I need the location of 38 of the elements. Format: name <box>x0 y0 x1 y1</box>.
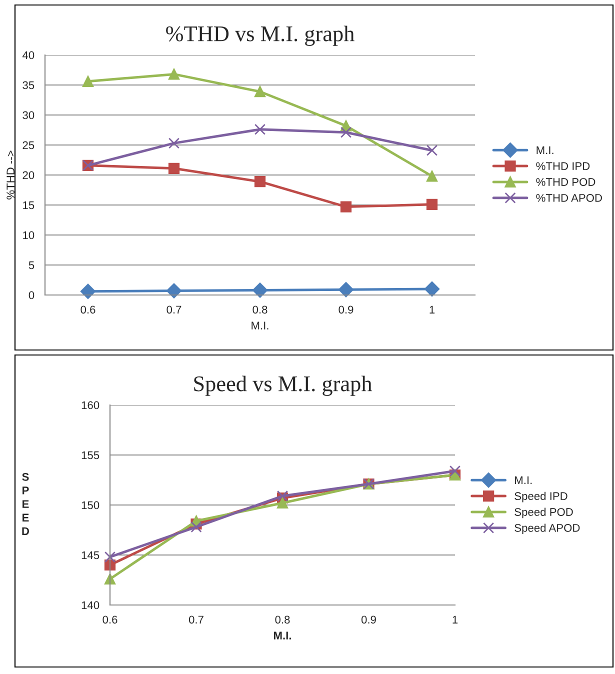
legend-label: M.I. <box>536 146 554 154</box>
y-tick-label: 30 <box>22 111 34 120</box>
x-tick-label: 1 <box>430 306 435 314</box>
y-tick-label: 10 <box>23 231 34 240</box>
x-tick-label: 0.8 <box>252 306 268 314</box>
y-tick-label: 150 <box>82 501 100 510</box>
legend-label: Speed POD <box>514 508 573 518</box>
y-axis-title: %THD --> <box>6 150 14 200</box>
y-tick-label: 20 <box>22 171 34 180</box>
y-tick-label: 160 <box>82 401 100 410</box>
x-tick-label: 0.7 <box>188 616 204 624</box>
y-axis-title: SPEED <box>22 472 30 536</box>
x-tick-label: 0.9 <box>361 616 376 624</box>
chart-title: %THD vs M.I. graph <box>166 26 354 46</box>
y-tick-label: 155 <box>82 451 100 460</box>
y-tick-label: 15 <box>23 201 34 210</box>
x-tick-label: 1 <box>452 616 458 624</box>
legend-label: Speed IPD <box>514 492 568 502</box>
y-tick-label: 0 <box>28 291 34 300</box>
y-tick-label: 40 <box>22 51 34 60</box>
x-tick-label: 0.6 <box>102 616 118 624</box>
legend-label: %THD IPD <box>536 162 590 170</box>
x-axis-title: M.I. <box>274 632 291 640</box>
legend-label: M.I. <box>515 476 532 484</box>
legend-label: Speed APOD <box>514 524 580 534</box>
y-tick-label: 140 <box>82 601 100 610</box>
x-tick-label: 0.8 <box>275 616 290 624</box>
x-tick-label: 0.9 <box>338 306 354 314</box>
chart-title: Speed vs M.I. graph <box>194 376 372 396</box>
x-axis-title: M.I. <box>252 322 268 330</box>
y-tick-label: 25 <box>22 141 34 150</box>
legend-label: %THD APOD <box>536 194 602 202</box>
y-tick-label: 145 <box>82 551 100 560</box>
legend-label: %THD POD <box>536 178 596 186</box>
x-tick-label: 0.6 <box>80 306 96 314</box>
y-tick-label: 5 <box>28 261 34 270</box>
y-tick-label: 35 <box>22 81 34 90</box>
x-tick-label: 0.7 <box>166 306 182 314</box>
